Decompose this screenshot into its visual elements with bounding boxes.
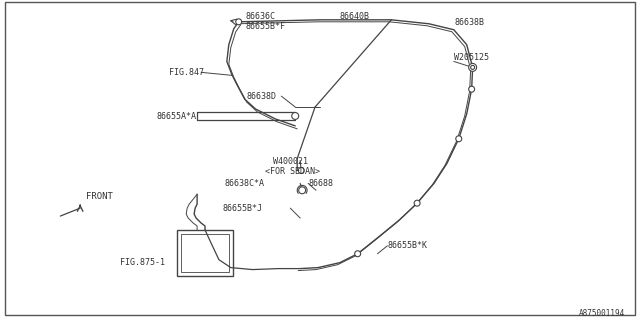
- Text: 86688: 86688: [308, 179, 333, 188]
- Circle shape: [355, 251, 360, 257]
- Text: <FOR SEDAN>: <FOR SEDAN>: [266, 167, 321, 176]
- Circle shape: [292, 113, 299, 119]
- Text: 86655B*F: 86655B*F: [246, 22, 285, 31]
- Text: W205125: W205125: [454, 53, 489, 62]
- Text: FIG.875-1: FIG.875-1: [120, 258, 164, 267]
- Text: 86636C: 86636C: [246, 12, 276, 21]
- Circle shape: [414, 200, 420, 206]
- Text: W400021: W400021: [273, 157, 308, 166]
- Text: 86638C*A: 86638C*A: [225, 179, 265, 188]
- Circle shape: [456, 136, 461, 142]
- Circle shape: [468, 86, 475, 92]
- Circle shape: [468, 63, 477, 71]
- Text: 86638D: 86638D: [246, 92, 276, 100]
- Circle shape: [299, 187, 306, 194]
- Text: FRONT: FRONT: [86, 192, 113, 201]
- Circle shape: [236, 19, 242, 25]
- Text: 86655B*K: 86655B*K: [387, 241, 428, 250]
- Circle shape: [298, 167, 304, 173]
- Circle shape: [470, 65, 475, 69]
- Text: 86655B*J: 86655B*J: [223, 204, 263, 212]
- Text: 86638B: 86638B: [455, 18, 484, 27]
- Text: 86655A*A: 86655A*A: [156, 112, 196, 122]
- Text: 86640B: 86640B: [340, 12, 370, 21]
- Text: A875001194: A875001194: [579, 309, 625, 318]
- Text: FIG.847: FIG.847: [170, 68, 204, 77]
